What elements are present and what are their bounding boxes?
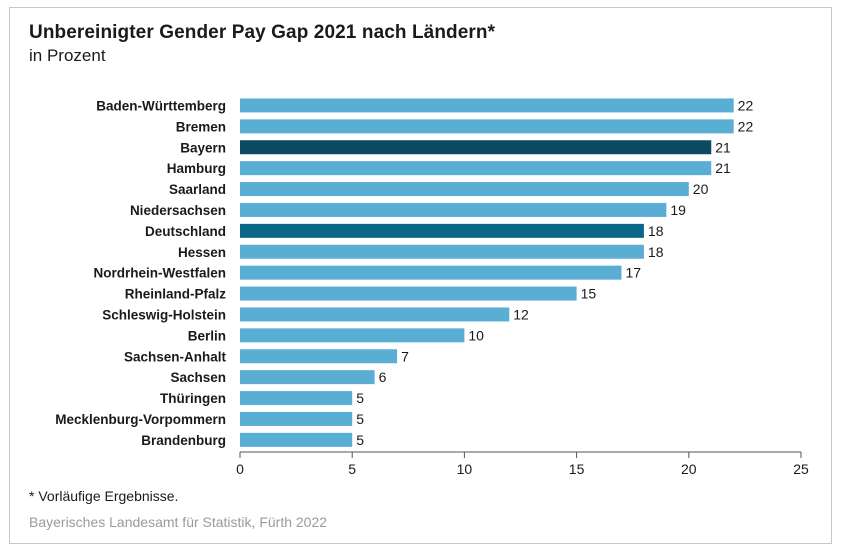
bar — [240, 140, 712, 155]
category-label: Mecklenburg-Vorpommern — [55, 412, 226, 427]
category-label: Bayern — [180, 140, 226, 155]
data-label: 22 — [738, 97, 754, 113]
chart-subtitle: in Prozent — [29, 46, 106, 65]
bar — [240, 182, 689, 197]
x-tick-label: 20 — [681, 461, 697, 477]
x-axis: 0 5 10 15 20 25 — [236, 451, 809, 477]
category-label: Bremen — [176, 119, 226, 134]
bar — [240, 411, 353, 426]
bar — [240, 286, 577, 301]
category-label: Schleswig-Holstein — [102, 307, 226, 322]
x-tick-label: 15 — [569, 461, 585, 477]
chart-title: Unbereinigter Gender Pay Gap 2021 nach L… — [29, 22, 496, 43]
data-label: 21 — [715, 139, 731, 155]
data-label: 19 — [670, 202, 686, 218]
bar — [240, 391, 353, 406]
data-label: 10 — [468, 327, 484, 343]
data-label: 22 — [738, 118, 754, 134]
category-label: Hessen — [178, 245, 226, 260]
category-label: Sachsen-Anhalt — [124, 349, 227, 364]
bar — [240, 202, 667, 217]
data-label: 5 — [356, 432, 364, 448]
bar — [240, 119, 734, 134]
data-label: 18 — [648, 244, 664, 260]
bars-layer: Baden-Württemberg 22 Bremen 22 Bayern 21 Hambu… — [55, 97, 753, 447]
category-label: Deutschland — [145, 224, 226, 239]
data-label: 17 — [625, 265, 641, 281]
category-label: Sachsen — [170, 370, 226, 385]
data-label: 5 — [356, 390, 364, 406]
x-tick-label: 10 — [457, 461, 473, 477]
bar — [240, 370, 375, 385]
bar — [240, 265, 622, 280]
category-label: Baden-Württemberg — [96, 98, 226, 113]
bar — [240, 161, 712, 176]
data-label: 18 — [648, 223, 664, 239]
x-tick-label: 0 — [236, 461, 244, 477]
data-label: 21 — [715, 160, 731, 176]
bar — [240, 244, 644, 259]
bar — [240, 98, 734, 113]
data-label: 6 — [379, 369, 387, 385]
x-tick-label: 25 — [793, 461, 809, 477]
category-label: Hamburg — [167, 161, 226, 176]
data-label: 20 — [693, 181, 709, 197]
bar — [240, 328, 465, 343]
footnote: * Vorläufige Ergebnisse. — [29, 488, 179, 504]
bar — [240, 223, 644, 238]
category-label: Brandenburg — [141, 433, 226, 448]
data-label: 15 — [581, 286, 597, 302]
category-label: Niedersachsen — [130, 203, 226, 218]
bar — [240, 307, 510, 322]
category-label: Thüringen — [160, 391, 226, 406]
bar — [240, 349, 398, 364]
data-label: 12 — [513, 306, 529, 322]
data-label: 7 — [401, 348, 409, 364]
data-label: 5 — [356, 411, 364, 427]
category-label: Nordrhein-Westfalen — [93, 266, 226, 281]
bar — [240, 432, 353, 447]
category-label: Berlin — [188, 328, 226, 343]
x-tick-label: 5 — [348, 461, 356, 477]
category-label: Saarland — [169, 182, 226, 197]
source-note: Bayerisches Landesamt für Statistik, Für… — [29, 514, 328, 530]
category-label: Rheinland-Pfalz — [125, 287, 227, 302]
